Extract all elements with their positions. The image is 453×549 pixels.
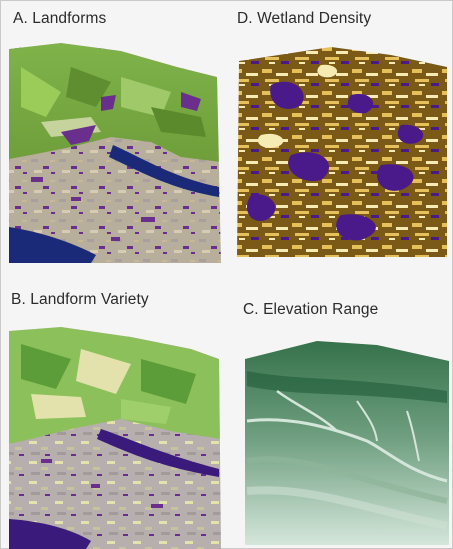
panel-d-title: D. Wetland Density <box>237 10 372 27</box>
panel-b-title: B. Landform Variety <box>11 291 149 308</box>
wetland-density-map <box>237 47 447 257</box>
landform-variety-map <box>9 327 221 549</box>
panel-c-title: C. Elevation Range <box>243 301 379 318</box>
elevation-range-map <box>245 341 449 545</box>
panel-a-title: A. Landforms <box>13 10 107 27</box>
landforms-terrain-map <box>9 43 221 263</box>
